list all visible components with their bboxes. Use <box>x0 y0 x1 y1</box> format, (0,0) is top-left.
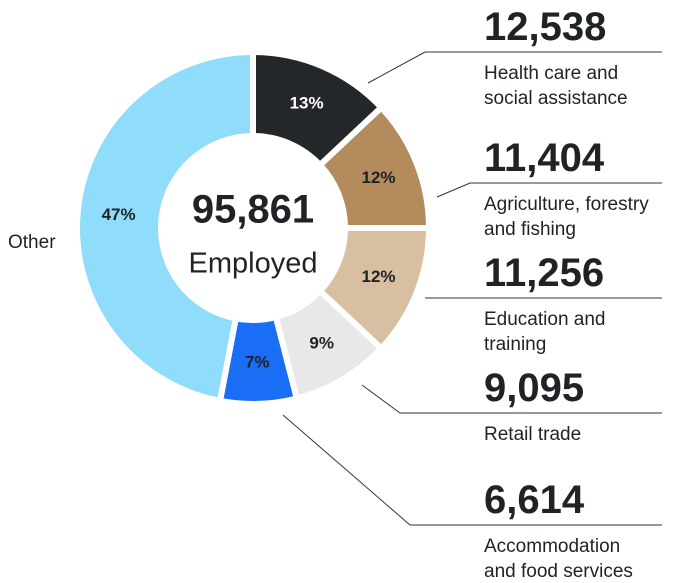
callout-line <box>361 384 662 414</box>
count-label: 12,538 <box>484 5 606 49</box>
category-label: and food services <box>484 561 633 582</box>
category-label: and fishing <box>484 219 576 240</box>
category-label: Accommodation <box>484 536 620 557</box>
count-label: 9,095 <box>484 366 584 410</box>
category-label: social assistance <box>484 88 628 109</box>
count-label: 11,256 <box>484 251 604 295</box>
slice <box>74 48 256 405</box>
category-label: Retail trade <box>484 424 581 445</box>
callout-line <box>436 182 662 198</box>
category-label: Health care and <box>484 63 618 84</box>
percent-label: 7% <box>245 352 270 371</box>
category-label: Other <box>8 232 56 253</box>
count-label: 6,614 <box>484 478 585 522</box>
total: 95,861 <box>192 188 314 232</box>
category-label: training <box>484 334 546 355</box>
callout-line <box>282 414 662 526</box>
percent-label: 47% <box>102 205 136 224</box>
percent-label: 12% <box>362 168 396 187</box>
percent-label: 9% <box>309 334 334 353</box>
callout-line <box>367 51 662 84</box>
percent-label: 12% <box>362 267 396 286</box>
category-label: Agriculture, forestry <box>484 194 649 215</box>
count-label: 11,404 <box>484 136 605 180</box>
percent-label: 13% <box>290 94 324 113</box>
category-label: Education and <box>484 309 606 330</box>
center-label: Employed <box>189 248 318 280</box>
